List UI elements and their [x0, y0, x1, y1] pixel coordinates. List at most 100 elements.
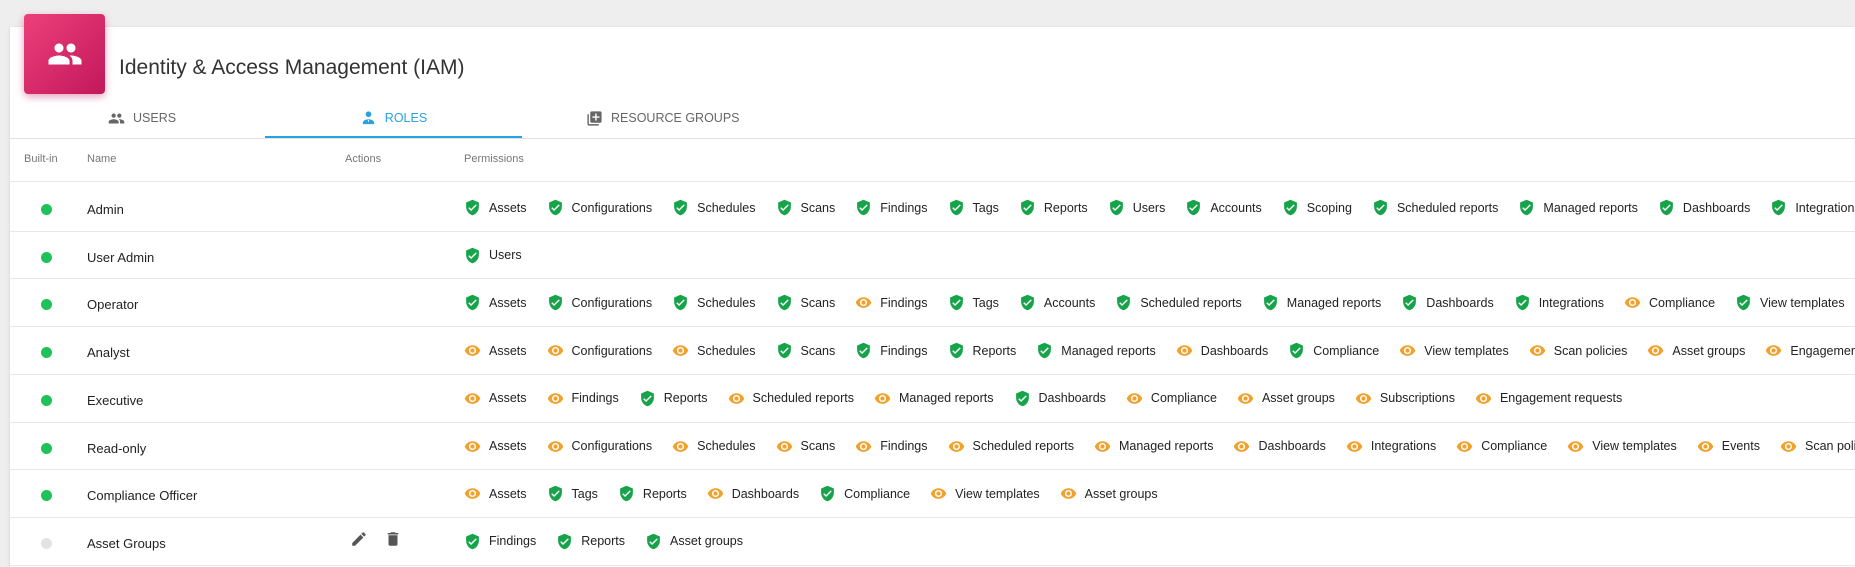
read-access-icon — [874, 392, 891, 404]
permission: Managed reports — [1094, 438, 1213, 455]
full-access-icon — [466, 199, 479, 216]
permission: Subscriptions — [1355, 390, 1455, 407]
permission: Accounts — [1019, 294, 1095, 311]
full-access-icon — [620, 485, 633, 502]
column-header: Actions — [345, 153, 382, 165]
permission-label: Findings — [880, 439, 928, 453]
permission-label: Scoping — [1306, 200, 1352, 215]
tab[interactable]: ROLES — [265, 100, 522, 138]
permission-label: Scheduled reports — [972, 439, 1074, 453]
table-row: Operator Assets Configurations Schedules Sca… — [10, 279, 1855, 326]
permission: Dashboards — [1401, 294, 1494, 311]
full-access-icon — [1021, 199, 1034, 216]
built-in-indicator — [41, 299, 52, 311]
read-access-icon — [1766, 345, 1782, 356]
role-name: Read-only — [87, 440, 147, 456]
permission: Schedules — [672, 199, 756, 216]
column-header: Permissions — [464, 153, 524, 165]
column-header: Built-in — [24, 153, 58, 165]
read-access-icon — [1399, 345, 1416, 356]
permission-label: Tags — [972, 295, 999, 310]
permission-label: Findings — [571, 391, 619, 406]
permission-label: Tags — [972, 200, 999, 215]
read-access-icon — [1346, 440, 1363, 452]
permission: Users — [1108, 199, 1165, 216]
read-access-icon — [464, 440, 481, 452]
permission-label: Compliance — [1649, 295, 1716, 310]
full-access-icon — [558, 533, 572, 550]
permission-label: Findings — [880, 200, 928, 215]
permission-label: Dashboards — [731, 486, 800, 501]
table-row: Asset Groups Findings Reports Asset groups — [10, 518, 1855, 565]
tab-label: RESOURCE GROUPS — [611, 111, 740, 125]
read-access-icon — [855, 297, 872, 309]
role-name: Compliance Officer — [87, 488, 198, 504]
permission: Schedules — [672, 294, 756, 311]
permission-label: Configurations — [571, 200, 653, 215]
read-access-icon — [464, 345, 481, 356]
built-in-indicator — [41, 490, 52, 502]
full-access-icon — [777, 199, 791, 216]
read-access-icon — [855, 440, 872, 452]
permission: Tags — [547, 485, 598, 502]
full-access-icon — [1515, 295, 1529, 311]
read-access-icon — [1648, 345, 1664, 356]
table-row: Admin Assets Configurations Schedules Scans F… — [10, 184, 1855, 231]
page-title: Identity & Access Management (IAM) — [119, 56, 465, 79]
permission: Dashboards — [1233, 438, 1326, 455]
read-access-icon — [464, 488, 481, 499]
permission: Scheduled reports — [728, 390, 854, 407]
full-access-icon — [777, 295, 791, 311]
table-row: User Admin Users — [10, 232, 1855, 279]
full-access-icon — [1015, 390, 1029, 407]
permission-label: Reports — [663, 391, 708, 406]
full-access-icon — [1263, 295, 1277, 311]
role-name: Asset Groups — [87, 535, 166, 551]
read-access-icon — [1060, 488, 1076, 499]
full-access-icon — [647, 533, 660, 550]
edit-button[interactable] — [350, 530, 368, 553]
permission-label: Compliance — [1481, 439, 1548, 453]
full-access-icon — [949, 295, 963, 311]
tab[interactable]: RESOURCE GROUPS — [586, 100, 740, 136]
full-access-icon — [1187, 199, 1201, 216]
permission: Reports — [1019, 199, 1088, 216]
permission: Accounts — [1185, 199, 1262, 216]
permission: Tags — [948, 199, 999, 216]
permission: Engagement requests — [1765, 342, 1855, 359]
permission: Scheduled reports — [948, 438, 1074, 455]
permission: Findings — [855, 294, 928, 311]
permission-label: Reports — [642, 486, 687, 501]
edit-icon — [352, 532, 366, 546]
tab-bar: USERS ROLES RESOURCE GROUPS — [10, 100, 1855, 139]
full-access-icon — [466, 295, 479, 311]
tab-label: USERS — [133, 111, 177, 125]
permission-label: Scan policies — [1804, 439, 1855, 453]
permission: Scans — [776, 294, 835, 311]
permission-label: Reports — [1043, 200, 1088, 215]
permission: Integrations — [1514, 294, 1604, 311]
permission-label: Scan policies — [1553, 343, 1628, 358]
permission: View templates — [1567, 438, 1677, 455]
permission: Managed reports — [1518, 199, 1638, 216]
permission-label: Findings — [880, 343, 928, 358]
divider — [10, 469, 1855, 471]
full-access-icon — [949, 199, 963, 216]
permission-label: Schedules — [697, 343, 756, 358]
permission-label: Assets — [489, 200, 527, 215]
delete-button[interactable] — [384, 530, 402, 553]
permission: Asset groups — [1237, 390, 1335, 407]
read-access-icon — [707, 488, 723, 499]
permissions: Findings Reports Asset groups — [464, 518, 1855, 565]
permission-label: Engagement requests — [1499, 391, 1623, 406]
read-access-icon — [1126, 392, 1143, 404]
read-access-icon — [1780, 440, 1797, 452]
permission: Scheduled reports — [1115, 294, 1242, 311]
permission: Dashboards — [1176, 342, 1268, 359]
permission: Dashboards — [1658, 199, 1750, 216]
full-access-icon — [1038, 342, 1052, 359]
permission-label: Findings — [880, 295, 928, 310]
built-in-indicator — [41, 442, 52, 454]
permission: Asset groups — [645, 533, 743, 550]
tab[interactable]: USERS — [108, 100, 176, 136]
